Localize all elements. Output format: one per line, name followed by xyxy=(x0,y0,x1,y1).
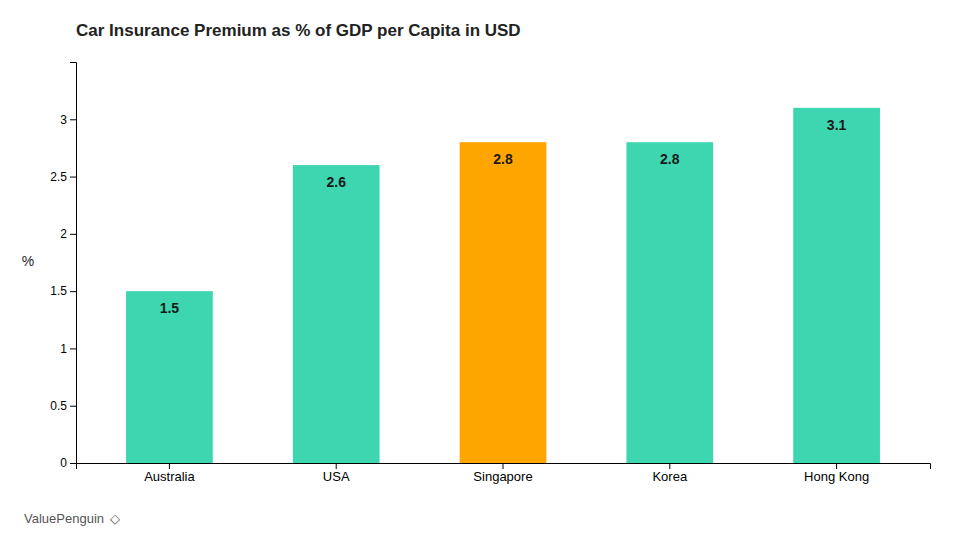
y-tick: 0.5 xyxy=(50,399,76,413)
data-label: 2.8 xyxy=(493,151,513,167)
y-tick-mark xyxy=(70,119,76,120)
bar xyxy=(626,142,713,463)
y-tick-mark xyxy=(70,291,76,292)
y-tick-label: 1.5 xyxy=(50,284,67,298)
x-tick-label: Korea xyxy=(652,469,687,484)
y-tick: 2 xyxy=(60,227,76,241)
x-tick-mark xyxy=(336,463,337,469)
y-axis-label: % xyxy=(22,253,34,269)
x-tick-label: Australia xyxy=(144,469,195,484)
y-tick-label: 2 xyxy=(60,227,67,241)
chart-container: Car Insurance Premium as % of GDP per Ca… xyxy=(0,0,960,535)
y-tick-mark xyxy=(70,348,76,349)
y-tick-label: 0 xyxy=(60,456,67,470)
x-axis-line xyxy=(77,464,931,470)
y-tick: 1.5 xyxy=(50,284,76,298)
x-tick: Singapore xyxy=(473,463,532,484)
x-tick-mark xyxy=(836,463,837,469)
x-axis: Australia USA Singapore Korea Hong Kong xyxy=(77,463,931,484)
chart-svg: Car Insurance Premium as % of GDP per Ca… xyxy=(0,0,960,535)
y-tick-mark xyxy=(70,463,76,464)
y-tick: 0 xyxy=(60,456,76,470)
bars xyxy=(126,108,880,463)
x-tick-mark xyxy=(169,463,170,469)
x-tick-mark xyxy=(503,463,504,469)
annotation: ◇ xyxy=(110,511,120,526)
data-label: 3.1 xyxy=(827,117,847,133)
x-tick-label: USA xyxy=(323,469,350,484)
annotation: ValuePenguin xyxy=(24,511,104,526)
bar xyxy=(460,142,547,463)
y-tick-label: 3 xyxy=(60,113,67,127)
plot-area: 0 0.5 1 1.5 2 2.5 3 Australia USA Singapore Korea H… xyxy=(50,63,930,485)
bar xyxy=(793,108,880,463)
y-tick-mark xyxy=(70,234,76,235)
y-tick-mark xyxy=(70,406,76,407)
y-axis-line xyxy=(70,63,77,464)
y-tick: 3 xyxy=(60,113,76,127)
y-tick-label: 1 xyxy=(60,342,67,356)
x-tick: Korea xyxy=(652,463,687,484)
bar xyxy=(293,165,380,463)
y-tick: 1 xyxy=(60,342,76,356)
chart-title: Car Insurance Premium as % of GDP per Ca… xyxy=(76,21,521,40)
x-tick: USA xyxy=(323,463,350,484)
x-tick: Hong Kong xyxy=(804,463,869,484)
x-tick-label: Hong Kong xyxy=(804,469,869,484)
y-tick-label: 2.5 xyxy=(50,170,67,184)
y-tick: 2.5 xyxy=(50,170,76,184)
y-tick-label: 0.5 xyxy=(50,399,67,413)
y-tick-mark xyxy=(70,177,76,178)
x-tick-label: Singapore xyxy=(473,469,532,484)
x-tick-mark xyxy=(669,463,670,469)
data-label: 2.6 xyxy=(326,174,346,190)
x-tick: Australia xyxy=(144,463,195,484)
annotations: ValuePenguin ◇ xyxy=(24,511,120,526)
bar xyxy=(126,291,213,463)
y-axis: 0 0.5 1 1.5 2 2.5 3 xyxy=(50,63,76,471)
data-label: 2.8 xyxy=(660,151,680,167)
data-labels: 1.5 2.6 2.8 2.8 3.1 xyxy=(160,117,847,316)
data-label: 1.5 xyxy=(160,300,180,316)
